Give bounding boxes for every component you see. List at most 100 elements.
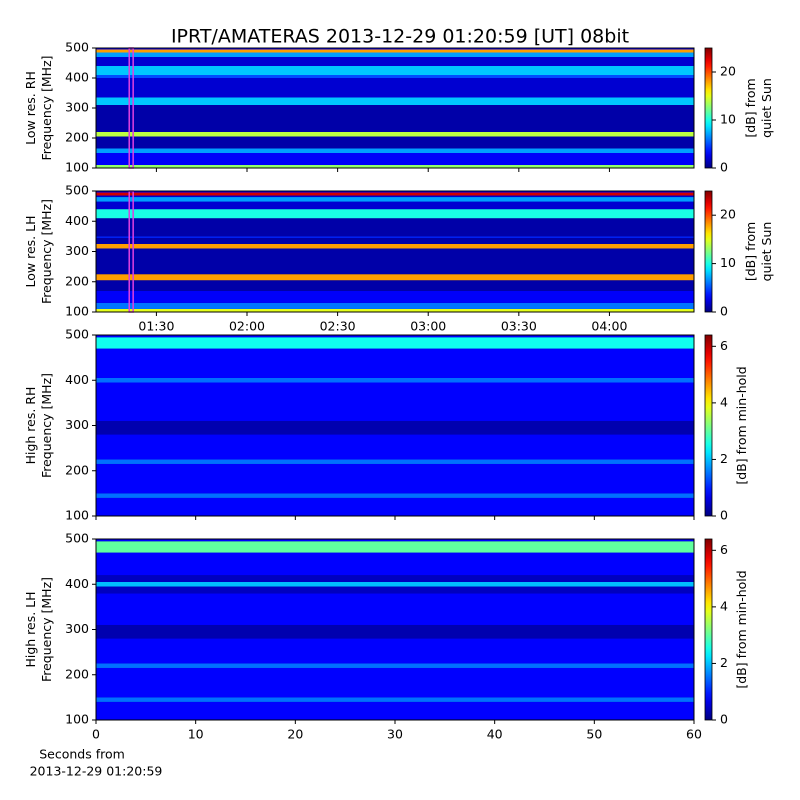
colorbar — [704, 47, 713, 169]
colorbar-tick-label: 0 — [720, 712, 728, 727]
heatmap-row — [96, 420, 694, 435]
x-tick-label: 04:00 — [591, 319, 627, 334]
y-axis-label-line: High res. RH — [23, 387, 38, 465]
heatmap-row — [96, 497, 694, 516]
heatmap-row — [96, 308, 694, 312]
colorbar-label-line: [dB] from min-hold — [734, 570, 749, 688]
heatmap-row — [96, 49, 694, 53]
heatmap-row — [96, 75, 694, 78]
colorbar-tick-label: 10 — [720, 255, 736, 270]
heatmap-row — [96, 148, 694, 153]
x-tick-label: 0 — [92, 727, 100, 742]
y-tick-label: 500 — [65, 531, 89, 546]
heatmap-row — [96, 337, 694, 349]
x-tick-label: 02:00 — [229, 319, 265, 334]
y-axis-label: Low res. RHFrequency [MHz] — [23, 55, 54, 160]
heatmap-row — [96, 377, 694, 383]
y-tick-label: 200 — [65, 666, 89, 681]
y-axis-label-line: Low res. LH — [23, 216, 38, 288]
heatmap-row — [96, 586, 694, 594]
heatmap-row — [96, 434, 694, 460]
heatmap-row — [96, 463, 694, 494]
y-axis-label-line: Frequency [MHz] — [39, 199, 54, 304]
heatmap-row — [96, 165, 694, 168]
y-tick-label: 300 — [65, 243, 89, 258]
colorbar-tick-label: 20 — [720, 64, 736, 79]
y-axis-label-line: Frequency [MHz] — [39, 577, 54, 682]
colorbar-tick-label: 0 — [720, 508, 728, 523]
y-tick-label: 500 — [65, 183, 89, 198]
colorbar-tick-label: 0 — [720, 304, 728, 319]
y-tick-label: 200 — [65, 130, 89, 145]
x-tick-label: 02:30 — [320, 319, 356, 334]
figure-title: IPRT/AMATERAS 2013-12-29 01:20:59 [UT] 0… — [171, 26, 629, 48]
y-axis-label-line: Frequency [MHz] — [39, 55, 54, 160]
colorbar-label-line: quiet Sun — [759, 222, 774, 282]
colorbar-tick-label: 4 — [720, 394, 728, 409]
heatmap-row — [96, 236, 694, 238]
heatmap-row — [96, 57, 694, 66]
y-tick-label: 400 — [65, 213, 89, 228]
colorbar-tick-label: 20 — [720, 207, 736, 222]
heatmap-row — [96, 493, 694, 498]
colorbar — [704, 538, 713, 721]
heatmap-row — [96, 78, 694, 98]
colorbar-label-line: [dB] from — [743, 78, 758, 137]
heatmap-row — [96, 201, 694, 210]
x-tick-label: 40 — [487, 727, 503, 742]
x-tick-label: 10 — [188, 727, 204, 742]
heatmap-row — [96, 539, 694, 542]
heatmap-row — [96, 105, 694, 132]
y-tick-label: 400 — [65, 372, 89, 387]
y-axis-label-line: Frequency [MHz] — [39, 373, 54, 478]
y-axis-label: High res. RHFrequency [MHz] — [23, 373, 54, 478]
heatmap-row — [96, 192, 694, 196]
y-tick-label: 300 — [65, 621, 89, 636]
heatmap-row — [96, 624, 694, 639]
heatmap-row — [96, 274, 694, 281]
y-tick-label: 300 — [65, 100, 89, 115]
heatmap-row — [96, 248, 694, 275]
colorbar-label: [dB] from min-hold — [734, 366, 749, 484]
y-axis-label-line: Low res. RH — [23, 71, 38, 145]
heatmap-row — [96, 541, 694, 553]
heatmap-row — [96, 66, 694, 75]
heatmap-row — [96, 136, 694, 149]
heatmap-row — [96, 459, 694, 464]
colorbar-tick-label: 0 — [720, 160, 728, 175]
y-tick-label: 100 — [65, 304, 89, 319]
heatmap-row — [96, 243, 694, 249]
colorbar-tick-label: 6 — [720, 542, 728, 557]
x-tick-label: 30 — [387, 727, 403, 742]
colorbar-label-line: [dB] from min-hold — [734, 366, 749, 484]
y-tick-label: 200 — [65, 273, 89, 288]
heatmap-row — [96, 48, 694, 50]
colorbar — [704, 190, 713, 313]
x-tick-label: 20 — [287, 727, 303, 742]
heatmap-row — [96, 638, 694, 664]
colorbar-label: [dB] from min-hold — [734, 570, 749, 688]
colorbar-tick-label: 6 — [720, 338, 728, 353]
y-tick-label: 100 — [65, 508, 89, 523]
colorbar-label-line: quiet Sun — [759, 78, 774, 138]
y-tick-label: 200 — [65, 462, 89, 477]
heatmap-row — [96, 552, 694, 576]
heatmap-row — [96, 575, 694, 582]
heatmap-row — [96, 153, 694, 165]
x-tick-label: 03:00 — [410, 319, 446, 334]
x-tick-label: 01:30 — [138, 319, 174, 334]
heatmap-row — [96, 209, 694, 219]
heatmap-row — [96, 280, 694, 291]
y-tick-label: 400 — [65, 70, 89, 85]
y-tick-label: 500 — [65, 327, 89, 342]
x-axis-label: Seconds from — [39, 747, 125, 762]
colorbar-label: [dB] fromquiet Sun — [743, 78, 774, 138]
heatmap-row — [96, 581, 694, 587]
heatmap-row — [96, 335, 694, 338]
heatmap-row — [96, 97, 694, 105]
heatmap-row — [96, 195, 694, 198]
y-axis-label: Low res. LHFrequency [MHz] — [23, 199, 54, 304]
heatmap-row — [96, 593, 694, 625]
y-tick-label: 500 — [65, 40, 89, 55]
